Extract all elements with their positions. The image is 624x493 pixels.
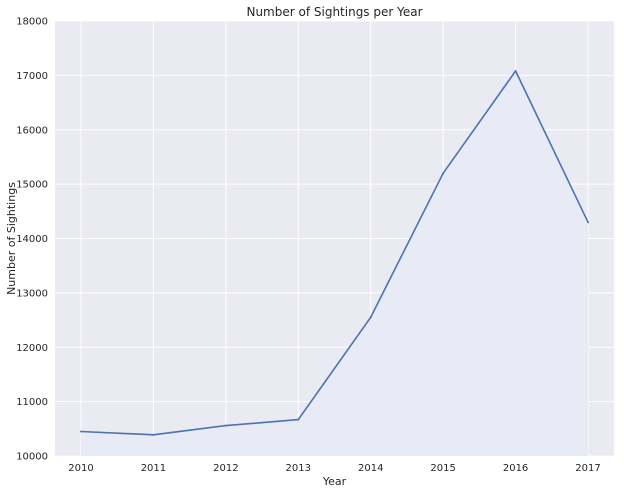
y-axis-label: Number of Sightings <box>5 182 18 295</box>
x-tick-label: 2014 <box>358 463 383 474</box>
x-tick-label: 2012 <box>213 463 238 474</box>
data-point-2011 <box>152 433 155 436</box>
data-point-2014 <box>369 316 372 319</box>
data-point-2015 <box>442 172 445 175</box>
y-tick-label: 14000 <box>16 234 48 245</box>
x-axis-label: Year <box>322 475 347 488</box>
x-tick-label: 2011 <box>141 463 166 474</box>
x-tick-label: 2013 <box>286 463 311 474</box>
x-tick-label: 2015 <box>430 463 455 474</box>
data-point-2012 <box>224 424 227 427</box>
data-point-2017 <box>587 221 589 224</box>
data-points <box>80 70 589 436</box>
y-tick-label: 12000 <box>16 343 48 354</box>
chart-title: Number of Sightings per Year <box>246 5 422 19</box>
y-tick-label: 13000 <box>16 288 48 299</box>
y-axis-tick-labels: 10000 11000 12000 13000 14000 15000 16000 17000… <box>16 17 48 463</box>
data-point-2010 <box>80 430 82 433</box>
y-tick-label: 11000 <box>16 397 48 408</box>
x-tick-label: 2016 <box>503 463 528 474</box>
x-axis-tick-labels: 2010 2011 2012 2013 2014 2015 2016 2017 <box>68 463 600 474</box>
x-tick-label: 2017 <box>575 463 600 474</box>
y-tick-label: 16000 <box>16 125 48 136</box>
x-tick-label: 2010 <box>68 463 93 474</box>
y-tick-label: 17000 <box>16 71 48 82</box>
y-tick-label: 10000 <box>16 452 48 463</box>
data-point-2016 <box>514 70 517 73</box>
y-tick-label: 15000 <box>16 180 48 191</box>
series-line-sightings <box>80 70 589 436</box>
area-under-line <box>81 71 588 456</box>
data-point-2013 <box>297 418 300 421</box>
y-tick-label: 18000 <box>16 17 48 28</box>
